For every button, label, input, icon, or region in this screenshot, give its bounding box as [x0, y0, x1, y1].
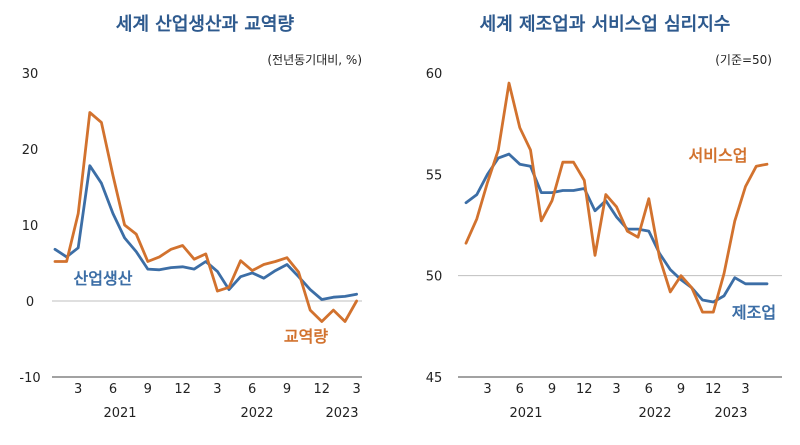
- right-chart: 세계 제조업과 서비스업 심리지수 (기준=50) 60 55 50 45 3 6 9 12…: [426, 14, 782, 421]
- left-x-tick-label: 3: [74, 382, 82, 397]
- left-x-tick-label: 6: [248, 382, 256, 397]
- left-y-tick-label: 0: [26, 295, 34, 310]
- left-chart-unit-note: (전년동기대비, %): [267, 53, 362, 67]
- left-x-tick-label: 9: [144, 382, 152, 397]
- right-y-tick-label: 50: [426, 270, 443, 285]
- right-x-tick-label: 12: [576, 382, 593, 397]
- left-chart-title: 세계 산업생산과 교역량: [116, 14, 295, 35]
- right-x-tick-label: 3: [741, 382, 749, 397]
- left-series-label-production: 산업생산: [74, 269, 133, 288]
- left-x-tick-label: 9: [283, 382, 291, 397]
- right-year-label: 2023: [714, 406, 747, 421]
- left-y-tick-label: 20: [22, 143, 39, 158]
- left-x-tick-label: 3: [352, 382, 360, 397]
- right-x-tick-label: 12: [705, 382, 722, 397]
- right-y-tick-label: 45: [426, 371, 443, 386]
- right-y-tick-label: 55: [426, 168, 443, 183]
- right-x-tick-label: 3: [483, 382, 491, 397]
- right-x-tick-label: 9: [677, 382, 685, 397]
- left-year-label: 2022: [240, 406, 273, 421]
- right-chart-title: 세계 제조업과 서비스업 심리지수: [480, 14, 731, 35]
- left-y-tick-label: -10: [19, 371, 40, 386]
- left-year-label: 2023: [325, 406, 358, 421]
- left-series-line-b: [53, 111, 359, 323]
- right-series-label-manufacturing: 제조업: [732, 303, 776, 322]
- left-y-tick-label: 10: [22, 219, 39, 234]
- left-x-tick-label: 6: [109, 382, 117, 397]
- left-year-label: 2021: [103, 406, 136, 421]
- right-x-tick-label: 6: [645, 382, 653, 397]
- right-x-tick-label: 3: [612, 382, 620, 397]
- right-year-label: 2022: [638, 406, 671, 421]
- right-x-tick-label: 6: [516, 382, 524, 397]
- right-y-tick-label: 60: [426, 67, 443, 82]
- left-series-line-a: [53, 164, 359, 301]
- right-chart-unit-note: (기준=50): [715, 53, 772, 67]
- left-x-tick-label: 12: [314, 382, 331, 397]
- left-series-label-trade: 교역량: [284, 327, 328, 346]
- right-year-label: 2021: [509, 406, 542, 421]
- right-x-tick-label: 9: [548, 382, 556, 397]
- left-x-tick-label: 12: [174, 382, 191, 397]
- left-chart: 세계 산업생산과 교역량 (전년동기대비, %) 30 20 10 0 -10 3 6 9 1…: [19, 14, 362, 421]
- left-x-tick-label: 3: [213, 382, 221, 397]
- right-series-line-b: [464, 81, 769, 314]
- right-series-label-services: 서비스업: [689, 146, 748, 165]
- left-y-tick-label: 30: [22, 67, 39, 82]
